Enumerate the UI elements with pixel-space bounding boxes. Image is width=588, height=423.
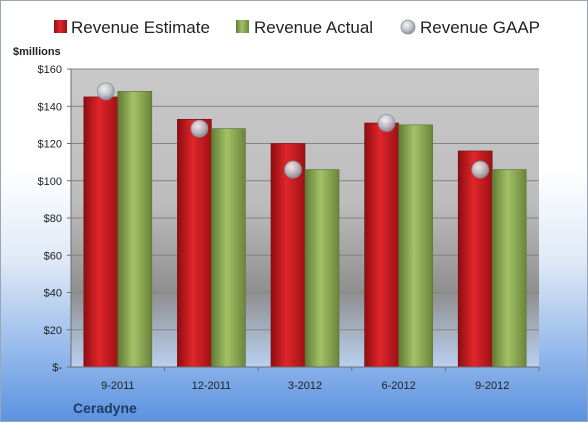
marker-revenue-gaap — [284, 160, 302, 179]
bar-revenue-actual — [304, 169, 340, 368]
marker-revenue-gaap — [377, 114, 396, 132]
bar-revenue-estimate — [364, 122, 399, 368]
legend-marker-revenue-gaap — [400, 19, 416, 35]
x-tick-label: 9-2012 — [475, 380, 509, 392]
x-tick-label: 9-2011 — [101, 380, 134, 392]
legend: Revenue Estimate Revenue Actual Revenue … — [54, 18, 540, 37]
y-tick-label: $120 — [38, 139, 62, 151]
marker-revenue-gaap — [190, 119, 209, 138]
legend-label-revenue-actual: Revenue Actual — [254, 18, 373, 37]
y-axis-ticks: $- $20 $40 $60 $80 $100 $120 $140 $160 — [38, 64, 71, 374]
bars-layer — [83, 91, 527, 368]
company-name: Ceradyne — [73, 400, 137, 416]
y-tick-label: $60 — [44, 250, 62, 262]
gaap-markers-layer — [96, 82, 490, 179]
x-axis-ticks: 9-2011 12-2011 3-2012 6-2012 9-2012 — [101, 367, 540, 392]
marker-revenue-gaap — [96, 82, 115, 101]
legend-swatch-revenue-estimate — [54, 20, 67, 33]
x-tick-label: 3-2012 — [288, 380, 322, 392]
x-tick-label: 12-2011 — [192, 380, 232, 392]
legend-label-revenue-estimate: Revenue Estimate — [71, 18, 210, 37]
y-tick-label: $- — [52, 362, 62, 374]
bar-revenue-actual — [491, 169, 527, 368]
y-axis-unit-label: $millions — [13, 46, 61, 58]
legend-label-revenue-gaap: Revenue GAAP — [420, 18, 540, 37]
bar-revenue-actual — [117, 91, 153, 368]
marker-revenue-gaap — [471, 160, 490, 179]
y-tick-label: $160 — [38, 64, 62, 76]
bar-revenue-estimate — [270, 143, 306, 368]
y-tick-label: $80 — [44, 213, 62, 225]
bar-revenue-estimate — [83, 96, 119, 368]
bar-revenue-estimate — [457, 150, 493, 368]
y-tick-label: $40 — [44, 288, 62, 300]
y-tick-label: $140 — [38, 101, 62, 113]
bar-revenue-estimate — [177, 118, 212, 368]
x-tick-label: 6-2012 — [381, 380, 415, 392]
y-tick-label: $100 — [38, 176, 62, 188]
y-tick-label: $20 — [44, 325, 62, 337]
bar-revenue-actual — [211, 128, 246, 368]
bar-revenue-actual — [398, 124, 433, 368]
legend-swatch-revenue-actual — [236, 20, 249, 33]
